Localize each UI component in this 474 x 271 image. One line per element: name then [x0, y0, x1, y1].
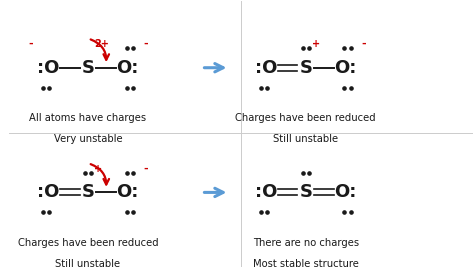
- Text: Most stable structure: Most stable structure: [253, 259, 359, 269]
- Text: There are no charges: There are no charges: [253, 238, 359, 248]
- Text: :O: :O: [255, 59, 278, 77]
- Text: :O: :O: [37, 59, 60, 77]
- Text: +: +: [94, 163, 102, 173]
- Text: O:: O:: [334, 59, 356, 77]
- Text: -: -: [361, 39, 366, 49]
- Text: 2+: 2+: [94, 39, 109, 49]
- Text: Still unstable: Still unstable: [55, 259, 120, 269]
- Text: :O: :O: [255, 183, 278, 201]
- Text: -: -: [144, 163, 148, 173]
- Text: S: S: [82, 183, 94, 201]
- Text: O:: O:: [116, 59, 138, 77]
- Text: O:: O:: [334, 183, 356, 201]
- Text: S: S: [299, 59, 312, 77]
- Text: :O: :O: [37, 183, 60, 201]
- Text: O:: O:: [116, 183, 138, 201]
- Text: All atoms have charges: All atoms have charges: [29, 113, 146, 123]
- Text: S: S: [82, 59, 94, 77]
- Text: -: -: [144, 39, 148, 49]
- Text: S: S: [299, 183, 312, 201]
- Text: -: -: [29, 39, 33, 49]
- Text: Very unstable: Very unstable: [54, 134, 122, 144]
- Text: Charges have been reduced: Charges have been reduced: [236, 113, 376, 123]
- Text: Still unstable: Still unstable: [273, 134, 338, 144]
- Text: +: +: [312, 39, 320, 49]
- Text: Charges have been reduced: Charges have been reduced: [18, 238, 158, 248]
